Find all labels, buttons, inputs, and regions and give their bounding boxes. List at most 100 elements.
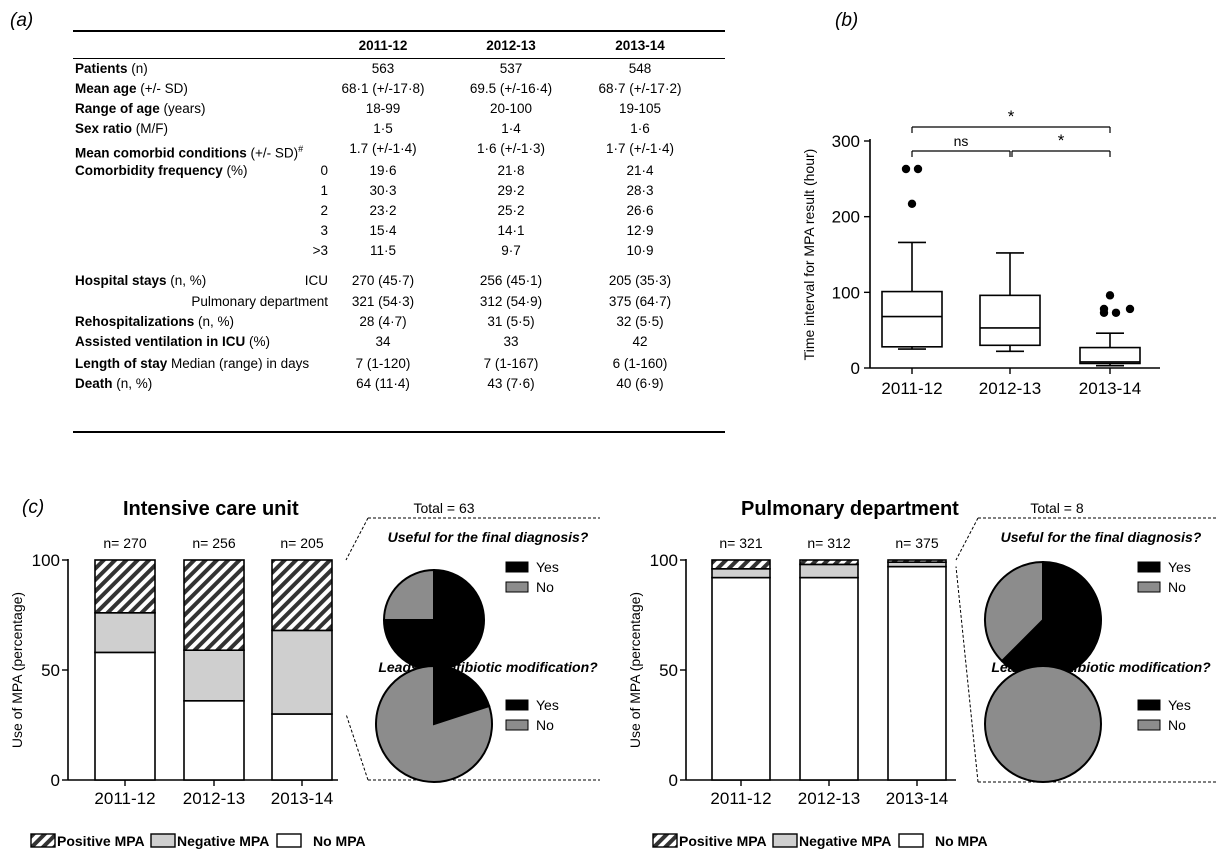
y-tick-label: 50: [659, 661, 678, 680]
legend-swatch-none: [277, 834, 301, 847]
table-header-rule: [73, 58, 725, 59]
table-cell: 31 (5·5): [446, 314, 576, 330]
row-label-bold: Death: [75, 376, 113, 391]
pie-question: Useful for the final diagnosis?: [388, 529, 589, 545]
legend-swatch-no: [1138, 582, 1160, 592]
legend-label-negative: Negative MPA: [799, 833, 891, 849]
bar-segment-positive-mpa: [712, 560, 770, 569]
table-bottom-rule: [73, 431, 725, 433]
bar-segment-positive-mpa: [95, 560, 155, 613]
table-cell: 34: [318, 334, 448, 350]
row-label-bold: Range of age: [75, 101, 160, 116]
chart-title: Intensive care unit: [123, 498, 299, 520]
table-row-label: Hospital stays (n, %): [75, 273, 206, 289]
bar-segment-positive-mpa: [888, 560, 946, 562]
box-plot: 01002003002011-12 2012-13 2013-14Time inte…: [790, 60, 1170, 400]
legend-label-none: No MPA: [313, 833, 366, 849]
row-label-bold: Hospital stays: [75, 273, 167, 288]
table-top-rule: [73, 30, 725, 32]
bar-segment-no-mpa: [184, 701, 244, 780]
x-tick-label: 2012-13: [183, 789, 245, 808]
table-row-label: Rehospitalizations (n, %): [75, 314, 234, 330]
demographics-table: 2011-12 2012-13 2013-14 Patients (n) 563 537 5…: [73, 30, 725, 435]
row-label-unit: (+/- SD): [137, 81, 188, 96]
table-cell: 537: [446, 61, 576, 77]
row-label-unit: Median (range) in days: [167, 356, 309, 371]
row-label-unit: (n, %): [194, 314, 234, 329]
legend-swatch-negative: [151, 834, 175, 847]
legend-swatch-none: [899, 834, 923, 847]
row-label-bold: Length of stay: [75, 356, 167, 371]
row-label-bold: Patients: [75, 61, 128, 76]
outlier-point: [1100, 305, 1108, 313]
table-cell: 21·8: [446, 163, 576, 179]
panel-b-label: (b): [835, 10, 858, 32]
zoom-connector-top: [956, 518, 978, 560]
table-cell: 14·1: [446, 223, 576, 239]
row-label-unit: (years): [160, 101, 206, 116]
table-cell: 1·7 (+/-1·4): [575, 141, 705, 157]
row-label-unit: (M/F): [132, 121, 168, 136]
table-cell: 30·3: [318, 183, 448, 199]
table-cell: 18-99: [318, 101, 448, 117]
table-cell: 32 (5·5): [575, 314, 705, 330]
row-label-bold: Mean age: [75, 81, 137, 96]
table-cell: 1·6: [575, 121, 705, 137]
table-cell: 1·5: [318, 121, 448, 137]
bar-segment-negative-mpa: [272, 630, 332, 714]
legend-swatch-no: [506, 582, 528, 592]
panel-a-label: (a): [10, 10, 33, 32]
y-axis-label: Use of MPA (percentage): [9, 592, 25, 748]
table-cell: 11·5: [318, 243, 448, 259]
box: [1080, 348, 1140, 364]
bar-segment-positive-mpa: [272, 560, 332, 630]
bar-count-label: n= 375: [895, 535, 938, 551]
box: [980, 295, 1040, 345]
significance-label: *: [1008, 107, 1015, 126]
legend-label-negative: Negative MPA: [177, 833, 269, 849]
table-cell: 15·4: [318, 223, 448, 239]
x-tick-label: 2011-12: [94, 789, 155, 808]
row-label-footnote-mark: #: [298, 144, 303, 154]
table-year-header: 2013-14: [585, 38, 695, 54]
y-tick-label: 100: [832, 283, 860, 302]
outlier-point: [914, 165, 922, 173]
table-cell: 7 (1-120): [318, 356, 448, 372]
table-cell: 29·2: [446, 183, 576, 199]
y-tick-label: 0: [669, 771, 678, 790]
x-tick-label: 2012-13: [798, 789, 860, 808]
y-tick-label: 300: [832, 132, 860, 151]
legend-label-none: No MPA: [935, 833, 988, 849]
table-cell: 68·1 (+/-17·8): [318, 81, 448, 97]
table-cell: 563: [318, 61, 448, 77]
legend-label-positive: Positive MPA: [679, 833, 767, 849]
bar-segment-no-mpa: [800, 578, 858, 780]
table-cell: 20-100: [446, 101, 576, 117]
table-cell: 375 (64·7): [575, 294, 705, 310]
outlier-point: [902, 165, 910, 173]
mpa-charts: Intensive care unit050100Use of MPA (per…: [0, 480, 1224, 860]
legend-label-no: No: [536, 579, 554, 595]
legend-label-no: No: [536, 717, 554, 733]
row-label-unit: (%): [245, 334, 270, 349]
table-cell: 28·3: [575, 183, 705, 199]
pie-question: Useful for the final diagnosis?: [1001, 529, 1202, 545]
bar-count-label: n= 205: [280, 535, 323, 551]
table-row-label: Death (n, %): [75, 376, 152, 392]
table-year-header: 2012-13: [456, 38, 566, 54]
table-cell: 69.5 (+/-16·4): [446, 81, 576, 97]
table-cell: 21·4: [575, 163, 705, 179]
bar-count-label: n= 321: [719, 535, 762, 551]
outlier-point: [908, 200, 916, 208]
table-cell: 68·7 (+/-17·2): [575, 81, 705, 97]
row-label-unit: (n): [128, 61, 148, 76]
legend-swatch-no: [506, 720, 528, 730]
table-cell: 312 (54·9): [446, 294, 576, 310]
table-cell: 6 (1-160): [575, 356, 705, 372]
legend-swatch-yes: [1138, 562, 1160, 572]
x-tick-label: 2012-13: [979, 379, 1041, 398]
table-cell: 28 (4·7): [318, 314, 448, 330]
bar-count-label: n= 256: [192, 535, 235, 551]
table-cell: 25·2: [446, 203, 576, 219]
bar-segment-no-mpa: [95, 652, 155, 780]
